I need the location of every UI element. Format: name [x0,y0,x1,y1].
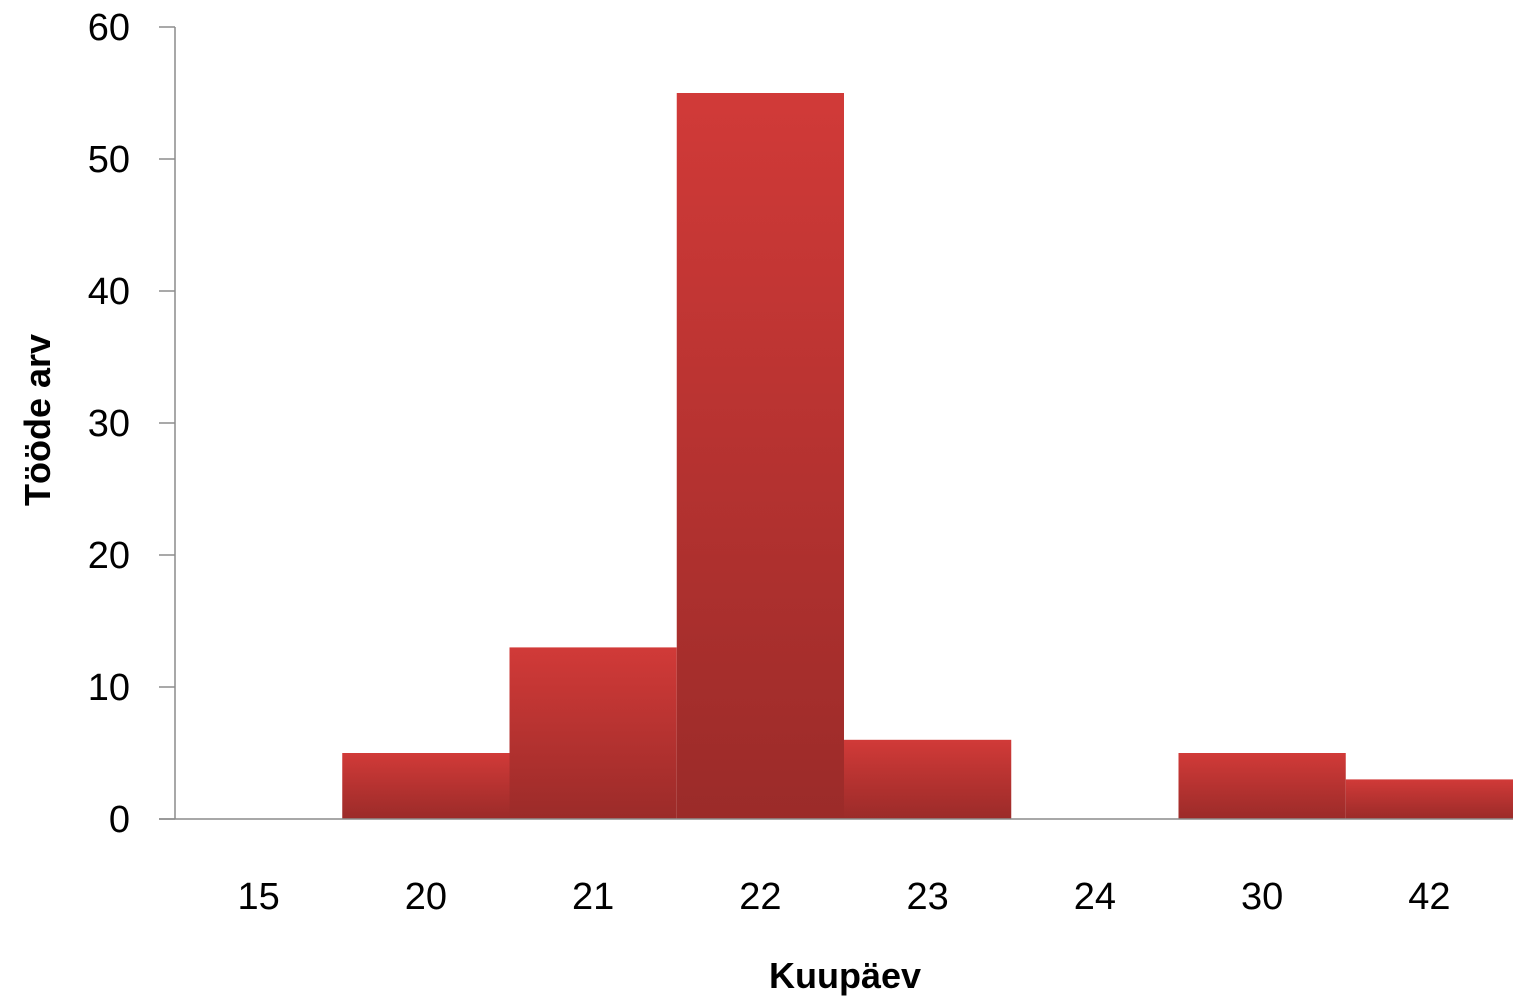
y-ticks-group: 0 10 20 30 40 50 60 [88,7,175,841]
x-tick-label: 22 [739,876,781,918]
y-tick-label: 30 [88,403,130,445]
y-tick-label: 20 [88,535,130,577]
bar-21 [509,647,677,819]
y-tick-label: 40 [88,271,130,313]
y-tick-label: 10 [88,667,130,709]
y-tick-label: 0 [109,799,130,841]
bar-23 [844,739,1012,819]
y-axis-title: Tööde arv [17,334,58,506]
x-ticks-group: 15 20 21 22 23 24 30 42 [237,876,1450,918]
x-tick-label: 21 [572,876,614,918]
y-tick-label: 50 [88,139,130,181]
x-tick-label: 24 [1074,876,1116,918]
x-tick-label: 23 [906,876,948,918]
bar-22 [676,93,844,819]
bar-20 [342,753,510,819]
x-tick-label: 30 [1241,876,1283,918]
bar-30 [1178,753,1346,819]
x-tick-label: 20 [405,876,447,918]
bar-42 [1345,779,1513,819]
x-axis-title: Kuupäev [769,955,921,996]
y-tick-label: 60 [88,7,130,49]
x-tick-label: 42 [1408,876,1450,918]
x-tick-label: 15 [237,876,279,918]
bars-group [342,93,1513,819]
